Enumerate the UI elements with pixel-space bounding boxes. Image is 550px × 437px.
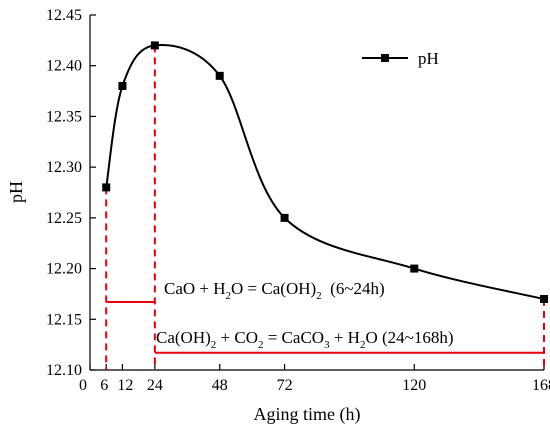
subscript: 2 [316,290,322,302]
x-tick-label: 0 [79,377,87,394]
x-axis-title: Aging time (h) [254,404,361,425]
x-tick-label: 24 [147,377,163,394]
equation-text: O = Ca(OH) [231,279,316,298]
x-tick-label: 168 [532,377,550,394]
y-tick-label: 12.35 [46,108,82,125]
reaction-equation: CaO + H2O = Ca(OH)2 (6~24h) [164,279,385,302]
equation-text: O (24~168h) [365,328,453,347]
y-axis-title: pH [6,181,26,203]
ph-data-point [280,213,289,222]
subscript: 2 [226,290,232,302]
ph-data-point [118,82,127,90]
y-tick-label: 12.45 [46,7,82,24]
y-tick-label: 12.10 [46,362,82,379]
x-tick-label: 72 [277,377,293,394]
legend: pH [362,49,439,68]
equation-text: Ca(OH) [156,328,211,347]
legend-label: pH [418,49,439,68]
ph-data-point [102,183,111,192]
ph-data-point [540,295,548,303]
equation-text: + CO [216,328,258,347]
y-tick-label: 12.15 [46,311,82,328]
y-tick-label: 12.30 [46,159,82,176]
equation-text: = CaCO [263,328,324,347]
ph-data-point [215,71,224,80]
y-tick-label: 12.40 [46,58,82,75]
subscript: 2 [360,339,366,351]
x-tick-label: 120 [402,377,426,394]
ph-data-point [410,264,419,273]
x-tick-label: 48 [212,377,228,394]
subscript: 2 [258,339,264,351]
legend-marker [381,54,389,62]
reaction-equation: Ca(OH)2 + CO2 = CaCO3 + H2O (24~168h) [156,328,453,351]
y-tick-label: 12.25 [46,210,82,227]
ph-data-point [150,41,159,50]
equation-text: (6~24h) [322,279,385,298]
equation-text: + H [330,328,360,347]
ph-series-line [105,44,545,300]
subscript: 2 [211,339,217,351]
x-tick-label: 12 [117,377,133,394]
y-tick-label: 12.20 [46,261,82,278]
equation-text: CaO + H [164,279,226,298]
plot-area: 12.10 12.15 12.20 12.25 12.30 12.35 12.40 12.45… [46,7,550,394]
subscript: 3 [324,339,330,351]
x-tick-label: 6 [100,377,108,394]
